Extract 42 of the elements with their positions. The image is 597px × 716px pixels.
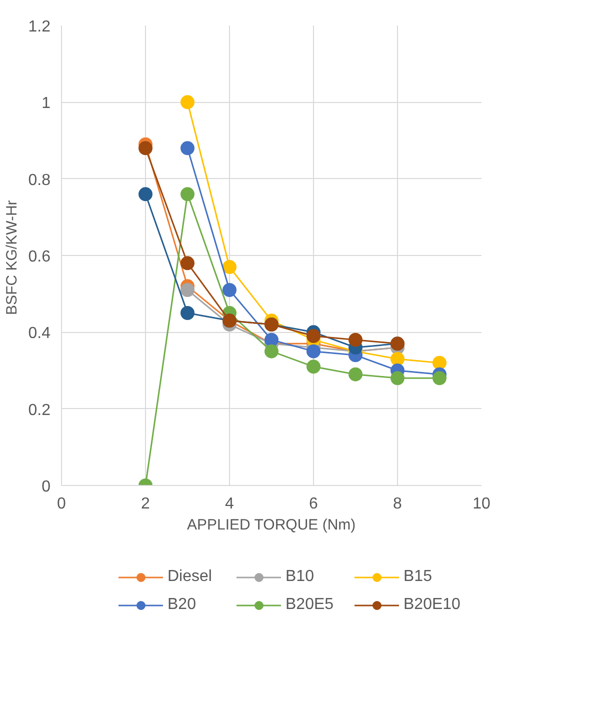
legend-label: B15 <box>404 568 433 586</box>
y-axis-title: BSFC KG/KW-Hr <box>3 200 20 315</box>
x-tick-label: 0 <box>57 496 66 512</box>
point <box>180 256 194 270</box>
legend-label: B20 <box>168 596 197 614</box>
point <box>348 367 362 382</box>
legend-label: B20E10 <box>404 596 462 614</box>
legend-label: Diesel <box>168 568 213 586</box>
x-tick-label: 10 <box>472 496 490 512</box>
point <box>222 260 236 274</box>
point <box>348 332 362 347</box>
point <box>306 360 320 374</box>
point <box>390 352 404 366</box>
x-axis-title: APPLIED TORQUE (Nm) <box>187 516 356 534</box>
point <box>432 371 446 386</box>
point <box>180 306 194 320</box>
y-tick-label: 1 <box>42 95 51 112</box>
point <box>138 187 152 202</box>
point <box>432 356 446 370</box>
point <box>180 95 194 110</box>
x-tick-label: 4 <box>225 496 234 512</box>
x-tick-label: 8 <box>393 496 402 512</box>
y-tick-label: 0.6 <box>28 248 51 266</box>
y-tick-label: 0 <box>42 478 51 496</box>
y-tick-label: 0.8 <box>28 172 51 189</box>
point <box>180 283 194 297</box>
point <box>264 344 278 358</box>
point <box>180 187 194 202</box>
point <box>180 141 194 156</box>
y-tick-label: 0.2 <box>28 402 51 419</box>
x-tick-label: 6 <box>309 496 318 512</box>
legend-label: B20E5 <box>286 596 335 614</box>
point <box>306 329 320 343</box>
point <box>390 371 404 386</box>
legend-label: B10 <box>286 568 315 586</box>
point <box>264 332 278 347</box>
point <box>138 141 152 156</box>
y-tick-label: 1.2 <box>28 18 51 36</box>
y-tick-label: 0.4 <box>28 325 51 342</box>
x-tick-label: 2 <box>141 496 150 512</box>
point <box>306 344 320 358</box>
point <box>222 283 236 297</box>
